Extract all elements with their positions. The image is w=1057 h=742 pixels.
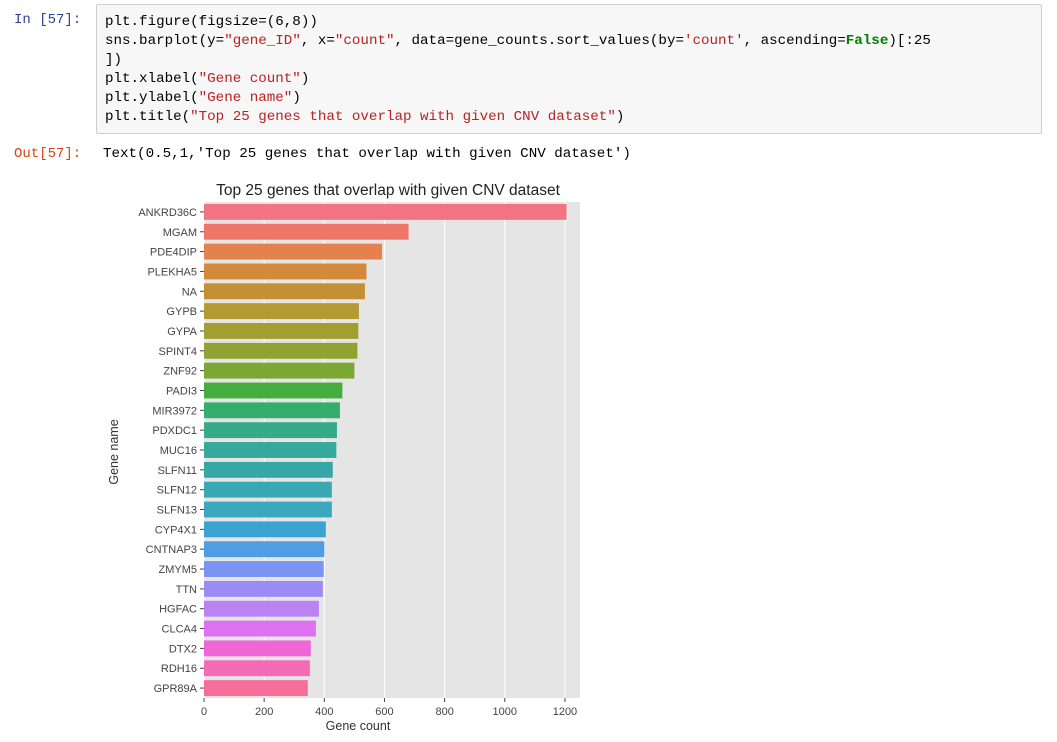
bar-cntnap3	[204, 541, 325, 558]
y-tick-label: TTN	[176, 584, 197, 596]
bar-ankrd36c	[204, 203, 567, 220]
bar-pde4dip	[204, 243, 383, 260]
y-tick-label: CNTNAP3	[146, 544, 197, 556]
bar-plekha5	[204, 263, 367, 280]
bar-gypb	[204, 303, 359, 320]
bar-slfn13	[204, 501, 332, 518]
x-tick-label: 400	[315, 706, 333, 718]
y-tick-label: SLFN13	[157, 505, 197, 517]
code-token: , data=gene_counts.sort_values(by=	[394, 33, 684, 49]
y-tick-label: HGFAC	[159, 604, 197, 616]
bar-mgam	[204, 223, 409, 240]
code-token: sns.barplot(y=	[105, 33, 225, 49]
y-tick-label: ZNF92	[163, 366, 197, 378]
bar-chart: ANKRD36C MGAM PDE4DIP PLEKHA5 NA GYPB GYPA SPIN…	[107, 182, 580, 733]
code-token: )	[292, 90, 301, 106]
y-tick-label: GYPA	[167, 326, 197, 338]
code-token: plt.xlabel(	[105, 71, 199, 87]
y-tick-label: NA	[182, 286, 198, 298]
bar-rdh16	[204, 660, 310, 677]
bar-na	[204, 283, 365, 300]
x-tick-label: 800	[435, 706, 453, 718]
code-token: "Top 25 genes that overlap with given CN…	[190, 109, 616, 125]
code-token: "gene_ID"	[224, 33, 301, 49]
y-tick-label: CYP4X1	[155, 524, 197, 536]
code-token: 'count'	[683, 33, 744, 49]
bar-dtx2	[204, 640, 311, 657]
code-token: "count"	[334, 33, 395, 49]
code-token: "Gene count"	[198, 71, 301, 87]
y-tick-label: MIR3972	[152, 405, 197, 417]
chart-title: Top 25 genes that overlap with given CNV…	[216, 182, 560, 199]
x-axis-label: Gene count	[326, 719, 391, 733]
code-line: plt.ylabel("Gene name")	[105, 89, 301, 107]
input-cell: In [57]: plt.figure(figsize=(6,8)) sns.ba…	[0, 0, 1057, 140]
bar-mir3972	[204, 402, 340, 419]
bar-pdxdc1	[204, 422, 337, 439]
bar-slfn11	[204, 461, 333, 478]
code-line: plt.title("Top 25 genes that overlap wit…	[105, 108, 624, 126]
bar-clca4	[204, 620, 316, 637]
y-tick-label: SLFN11	[157, 465, 197, 477]
code-token: "Gene name"	[198, 90, 293, 106]
x-tick-label: 1000	[493, 706, 517, 718]
code-token: plt.ylabel(	[105, 90, 199, 106]
y-tick-label: GPR89A	[154, 683, 198, 695]
code-token: )	[615, 109, 625, 125]
bar-gpr89a	[204, 680, 308, 697]
y-tick-label: ANKRD36C	[138, 207, 197, 219]
y-tick-label: ZMYM5	[159, 564, 198, 576]
code-line: plt.xlabel("Gene count")	[105, 70, 309, 88]
bar-muc16	[204, 442, 337, 458]
y-tick-label: CLCA4	[162, 624, 197, 636]
bar-cyp4x1	[204, 521, 326, 538]
bar-spint4	[204, 342, 358, 359]
y-tick-label: PDE4DIP	[150, 247, 197, 259]
output-text: Text(0.5,1,'Top 25 genes that overlap wi…	[103, 146, 631, 162]
x-tick-label: 1200	[553, 706, 577, 718]
bar-hgfac	[204, 600, 319, 617]
y-tick-label: MUC16	[160, 445, 197, 457]
code-line: sns.barplot(y="gene_ID", x="count", data…	[105, 32, 931, 50]
y-tick-label: RDH16	[161, 663, 197, 675]
code-token: False	[845, 33, 889, 49]
code-token: plt.figure(figsize=(6,8))	[105, 14, 318, 30]
bar-slfn12	[204, 481, 332, 498]
y-axis-label: Gene name	[107, 419, 121, 484]
y-tick-label: SLFN12	[157, 485, 197, 497]
code-token: )	[300, 71, 310, 87]
code-token: , ascending=	[743, 33, 846, 49]
bar-gypa	[204, 323, 359, 339]
bar-znf92	[204, 362, 355, 379]
code-token: , x=	[300, 33, 335, 49]
code-token: plt.title(	[105, 109, 191, 125]
code-line: plt.figure(figsize=(6,8))	[105, 13, 318, 31]
bar-zmym5	[204, 561, 324, 577]
code-line: ])	[105, 51, 122, 69]
bar-ttn	[204, 580, 323, 597]
bar-padi3	[204, 382, 343, 399]
output-prompt: Out[57]:	[14, 146, 82, 162]
y-tick-label: PDXDC1	[152, 425, 197, 437]
y-tick-label: GYPB	[166, 306, 197, 318]
y-tick-label: SPINT4	[158, 346, 197, 358]
y-tick-label: PLEKHA5	[147, 266, 197, 278]
code-token: ])	[105, 52, 123, 68]
x-tick-label: 200	[255, 706, 273, 718]
x-tick-label: 0	[201, 706, 207, 718]
y-tick-label: PADI3	[166, 385, 197, 397]
code-token: )[:25	[888, 33, 931, 49]
x-tick-label: 600	[375, 706, 393, 718]
y-tick-label: DTX2	[169, 643, 197, 655]
input-prompt: In [57]:	[14, 12, 82, 28]
code-editor[interactable]: plt.figure(figsize=(6,8)) sns.barplot(y="…	[96, 4, 1042, 134]
y-tick-label: MGAM	[163, 227, 197, 239]
